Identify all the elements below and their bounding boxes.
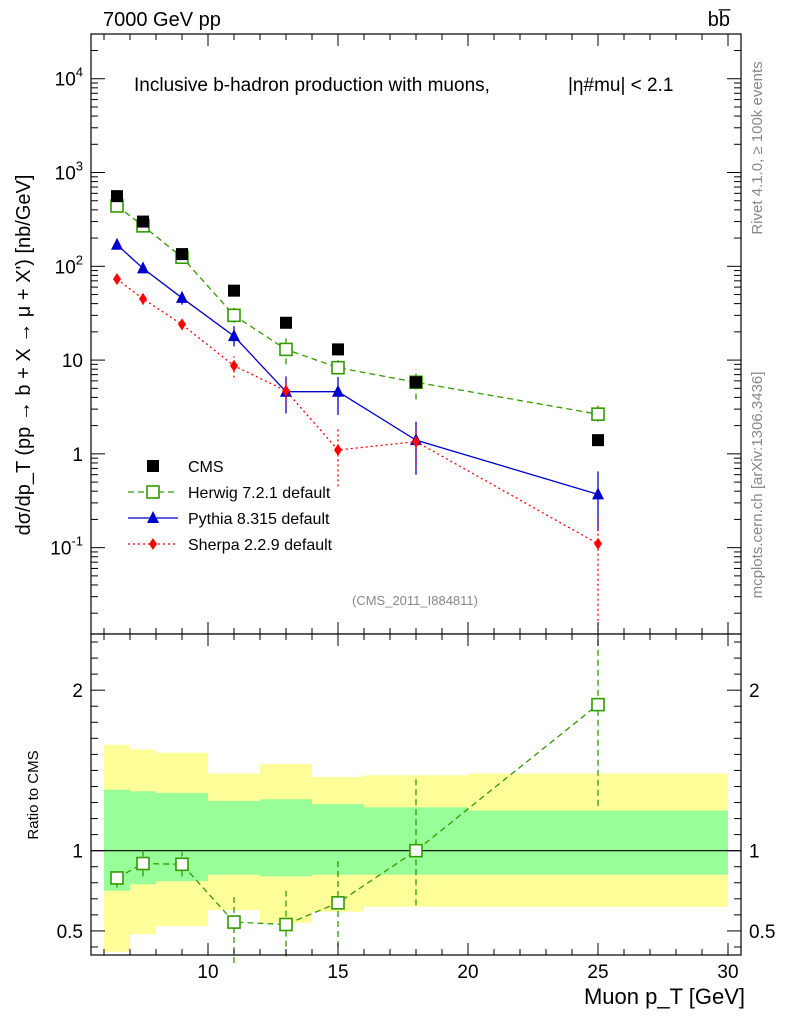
- main-plot-area: [91, 34, 741, 634]
- ratio-herwig-point: [110, 871, 124, 885]
- main-y-tick-label: 10: [62, 351, 83, 372]
- legend-herwig-marker: [146, 485, 160, 499]
- rivet-version-note: Rivet 4.1.0, ≥ 100k events: [749, 61, 766, 234]
- main-pythia-point: [137, 261, 149, 274]
- main-sherpa-point: [113, 273, 121, 286]
- ratio-y-tick-label-left: 0.5: [57, 922, 83, 943]
- ratio-inner-band: [208, 800, 260, 875]
- analysis-id: (CMS_2011_I884811): [352, 593, 478, 608]
- legend: CMS Herwig 7.2.1 default Pythia 8.315 defa…: [128, 459, 333, 554]
- x-tick-label: 20: [457, 962, 478, 983]
- ratio-y-tick-label-left: 2: [72, 681, 83, 702]
- ratio-y-tick-label-right: 2: [749, 681, 760, 702]
- main-pythia-line: [116, 244, 599, 495]
- ratio-herwig-point: [331, 896, 345, 910]
- main-y-tick-label: 103: [55, 159, 83, 185]
- main-pythia-point: [592, 487, 604, 500]
- legend-herwig-label: Herwig 7.2.1 default: [188, 485, 331, 502]
- main-y-tick-label: 102: [55, 252, 83, 278]
- main-herwig-point: [331, 360, 345, 375]
- main-sherpa-point: [139, 292, 147, 305]
- main-y-tick-label: 104: [55, 65, 83, 91]
- ratio-herwig-point: [227, 915, 241, 929]
- main-pythia-point: [228, 329, 240, 342]
- main-sherpa-point: [282, 384, 290, 397]
- main-cms-point: [176, 248, 188, 261]
- legend-cms-marker: [147, 460, 159, 472]
- x-tick-label: 10: [197, 962, 218, 983]
- ratio-y-tick-label-right: 0.5: [749, 922, 775, 943]
- main-cms-point: [111, 190, 123, 203]
- main-sherpa-point: [178, 318, 186, 331]
- main-pythia-point: [332, 384, 344, 397]
- plot-title-cut: |η#mu| < 2.1: [568, 75, 673, 96]
- main-cms-point: [592, 434, 604, 447]
- main-y-tick-label: 10-1: [50, 534, 83, 560]
- ratio-herwig-point: [136, 856, 150, 871]
- ratio-inner-band: [468, 810, 728, 875]
- energy-label: 7000 GeV pp: [103, 9, 221, 31]
- main-cms-point: [280, 316, 292, 329]
- main-herwig-point: [227, 308, 241, 323]
- process-label: bb̅: [708, 8, 731, 31]
- main-sherpa-point: [334, 443, 342, 456]
- main-cms-point: [410, 376, 422, 389]
- x-axis-label: Muon p_T [GeV]: [584, 984, 745, 1009]
- main-pythia-point: [176, 290, 188, 303]
- main-cms-point: [332, 343, 344, 356]
- main-plot-background: [91, 34, 741, 634]
- ratio-herwig-point: [591, 697, 605, 712]
- x-tick-label: 15: [327, 962, 348, 983]
- main-cms-point: [137, 215, 149, 228]
- ratio-plot-area: [91, 634, 741, 964]
- main-y-tick-label: 1: [72, 445, 83, 466]
- ratio-y-tick-label-right: 1: [749, 842, 760, 863]
- main-herwig-point: [591, 407, 605, 421]
- ratio-herwig-line: [116, 704, 599, 926]
- ratio-inner-band: [260, 799, 312, 877]
- legend-sherpa-label: Sherpa 2.2.9 default: [188, 537, 333, 554]
- main-cms-point: [228, 284, 240, 297]
- ratio-y-tick-label-left: 1: [72, 842, 83, 863]
- legend-sherpa-marker: [149, 538, 157, 550]
- main-axes: 10-1 1 10 102 103 104: [50, 33, 742, 635]
- main-y-axis-label: dσ/dp_T (pp → b + X → μ + X') [nb/GeV]: [13, 175, 35, 536]
- legend-pythia-label: Pythia 8.315 default: [188, 511, 330, 528]
- x-tick-label: 25: [587, 962, 608, 983]
- main-pythia-point: [111, 237, 123, 250]
- x-tick-label: 30: [717, 962, 738, 983]
- plot-title: Inclusive b-hadron production with muons…: [134, 75, 490, 96]
- main-herwig-point: [279, 342, 293, 357]
- ratio-herwig-point: [279, 917, 293, 932]
- legend-cms-label: CMS: [188, 459, 224, 476]
- main-panel: 10-1 1 10 102 103 104 Inclusive b-hadron prod…: [13, 33, 742, 635]
- legend-pythia-marker: [147, 511, 159, 523]
- main-sherpa-point: [412, 435, 420, 448]
- ratio-herwig-point: [409, 843, 423, 858]
- main-sherpa-point: [594, 537, 602, 550]
- ratio-panel: 10 15 20 25 30 0.5 0.5 1 1 2 2 Ratio to CMS Muon p…: [25, 633, 775, 1009]
- mcplots-reference-note: mcplots.cern.ch [arXiv:1306.3436]: [749, 372, 766, 599]
- ratio-y-axis-label: Ratio to CMS: [25, 750, 42, 839]
- ratio-herwig-point: [175, 857, 189, 872]
- ratio-axes: 10 15 20 25 30 0.5 0.5 1 1 2 2: [57, 633, 775, 983]
- main-sherpa-point: [230, 359, 238, 372]
- main-sherpa-line: [116, 278, 599, 545]
